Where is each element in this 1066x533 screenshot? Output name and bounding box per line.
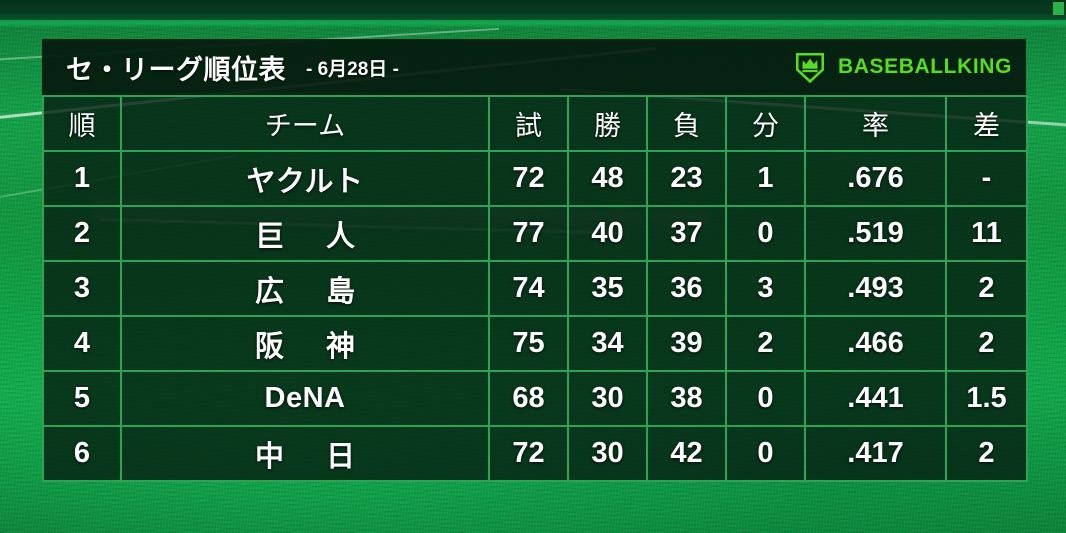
cell-losses: 23 xyxy=(646,150,727,207)
cell-team: DeNA xyxy=(120,370,490,427)
cell-pct: .519 xyxy=(804,205,947,262)
cell-gb: - xyxy=(945,150,1028,207)
cell-wins: 35 xyxy=(567,260,648,317)
page-title: セ・リーグ順位表 xyxy=(66,54,286,85)
cell-draws: 0 xyxy=(725,370,806,427)
column-header-gb[interactable]: 差 xyxy=(945,95,1028,152)
cell-rank: 1 xyxy=(42,150,122,207)
crown-home-plate-icon xyxy=(793,50,827,84)
cell-losses: 38 xyxy=(646,370,727,427)
cell-draws: 1 xyxy=(725,150,806,207)
corner-marker xyxy=(1053,2,1064,15)
table-header: 順 チーム 試 勝 負 分 率 差 xyxy=(42,95,1028,152)
table-row[interactable]: 4 阪神 75 34 39 2.466 2 xyxy=(42,315,1028,372)
cell-games: 77 xyxy=(488,205,569,262)
cell-team: 阪神 xyxy=(120,315,490,372)
cell-gb: 2 xyxy=(945,260,1028,317)
cell-wins: 34 xyxy=(567,315,648,372)
cell-pct: .417 xyxy=(804,425,947,482)
table-header-row: 順 チーム 試 勝 負 分 率 差 xyxy=(42,95,1028,152)
column-header-draws[interactable]: 分 xyxy=(725,95,806,152)
column-header-pct[interactable]: 率 xyxy=(804,95,947,152)
standings-panel: セ・リーグ順位表 - 6月28日 - BASEBALLKING xyxy=(42,39,1028,489)
cell-draws: 0 xyxy=(725,205,806,262)
cell-draws: 2 xyxy=(725,315,806,372)
column-header-rank[interactable]: 順 xyxy=(42,95,122,152)
table-row[interactable]: 5 DeNA 68 30 38 0.441 1.5 xyxy=(42,370,1028,427)
cell-team: 巨人 xyxy=(120,205,490,262)
cell-losses: 36 xyxy=(646,260,727,317)
cell-rank: 2 xyxy=(42,205,122,262)
table-row[interactable]: 1 ヤクルト 72 48 23 1.676- xyxy=(42,150,1028,207)
cell-rank: 6 xyxy=(42,425,122,482)
cell-wins: 40 xyxy=(567,205,648,262)
cell-gb: 2 xyxy=(945,315,1028,372)
brand-name: BASEBALLKING xyxy=(837,55,1012,78)
cell-draws: 3 xyxy=(725,260,806,317)
cell-losses: 37 xyxy=(646,205,727,262)
cell-team: 中日 xyxy=(120,425,490,482)
panel-title-bar: セ・リーグ順位表 - 6月28日 - BASEBALLKING xyxy=(42,39,1026,95)
cell-games: 72 xyxy=(488,425,569,482)
table-row[interactable]: 2 巨人 77 40 37 0.519 11 xyxy=(42,205,1028,262)
cell-games: 75 xyxy=(488,315,569,372)
cell-team: 広島 xyxy=(120,260,490,317)
cell-wins: 30 xyxy=(567,425,648,482)
stadium-wall-highlight xyxy=(0,20,1066,28)
cell-losses: 42 xyxy=(646,425,727,482)
standings-table: 順 チーム 試 勝 負 分 率 差 1 ヤクルト 72 48 23 1.676-2 巨人 77… xyxy=(42,95,1028,482)
cell-wins: 30 xyxy=(567,370,648,427)
cell-pct: .441 xyxy=(804,370,947,427)
cell-rank: 4 xyxy=(42,315,122,372)
column-header-team[interactable]: チーム xyxy=(120,95,490,152)
cell-gb: 11 xyxy=(945,205,1028,262)
cell-rank: 3 xyxy=(42,260,122,317)
brand-logo: BASEBALLKING xyxy=(793,50,1012,84)
column-header-games[interactable]: 試 xyxy=(488,95,569,152)
cell-losses: 39 xyxy=(646,315,727,372)
table-body: 1 ヤクルト 72 48 23 1.676-2 巨人 77 40 37 0.519 11 3 広島 74 35… xyxy=(42,150,1028,482)
cell-pct: .493 xyxy=(804,260,947,317)
standings-date: - 6月28日 - xyxy=(306,58,399,80)
cell-games: 74 xyxy=(488,260,569,317)
table-row[interactable]: 3 広島 74 35 36 3.493 2 xyxy=(42,260,1028,317)
cell-wins: 48 xyxy=(567,150,648,207)
cell-draws: 0 xyxy=(725,425,806,482)
cell-gb: 1.5 xyxy=(945,370,1028,427)
cell-games: 68 xyxy=(488,370,569,427)
cell-pct: .676 xyxy=(804,150,947,207)
column-header-losses[interactable]: 負 xyxy=(646,95,727,152)
cell-gb: 2 xyxy=(945,425,1028,482)
cell-pct: .466 xyxy=(804,315,947,372)
stadium-wall-band xyxy=(0,0,1066,22)
cell-rank: 5 xyxy=(42,370,122,427)
table-row[interactable]: 6 中日 72 30 42 0.417 2 xyxy=(42,425,1028,482)
cell-team: ヤクルト xyxy=(120,150,490,207)
cell-games: 72 xyxy=(488,150,569,207)
column-header-wins[interactable]: 勝 xyxy=(567,95,648,152)
